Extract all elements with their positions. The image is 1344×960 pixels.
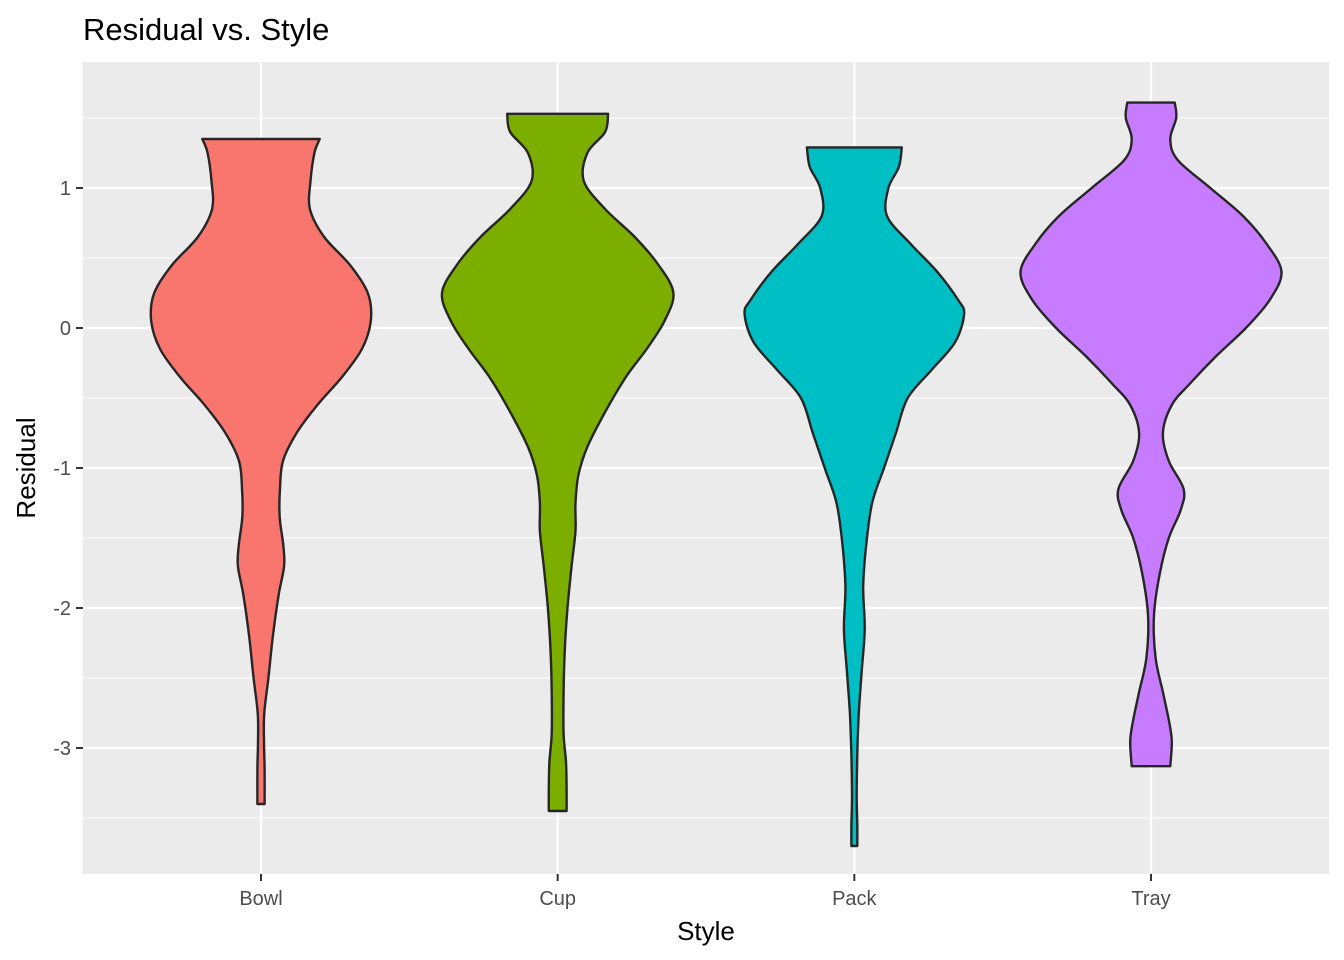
- violin-tray: [1019, 101, 1283, 768]
- y-tick-label: 0: [60, 318, 71, 340]
- violins: [149, 101, 1283, 848]
- x-axis-title: Style: [677, 916, 735, 946]
- x-tick-label: Bowl: [239, 888, 282, 910]
- x-tick-label: Tray: [1131, 888, 1170, 910]
- x-axis: Bowl Cup Pack Tray: [239, 874, 1171, 910]
- y-tick-label: -2: [53, 598, 71, 620]
- y-axis-title: Residual: [11, 417, 41, 518]
- y-tick-label: 1: [60, 178, 71, 200]
- y-axis: -3 -2 -1 0 1: [53, 178, 83, 760]
- violin-cup: [440, 112, 675, 813]
- x-tick-label: Pack: [832, 888, 877, 910]
- chart-title: Residual vs. Style: [83, 12, 329, 47]
- x-tick-label: Cup: [539, 888, 576, 910]
- violin-pack: [743, 146, 966, 848]
- violin-bowl: [149, 137, 373, 806]
- y-tick-label: -1: [53, 458, 71, 480]
- y-tick-label: -3: [53, 738, 71, 760]
